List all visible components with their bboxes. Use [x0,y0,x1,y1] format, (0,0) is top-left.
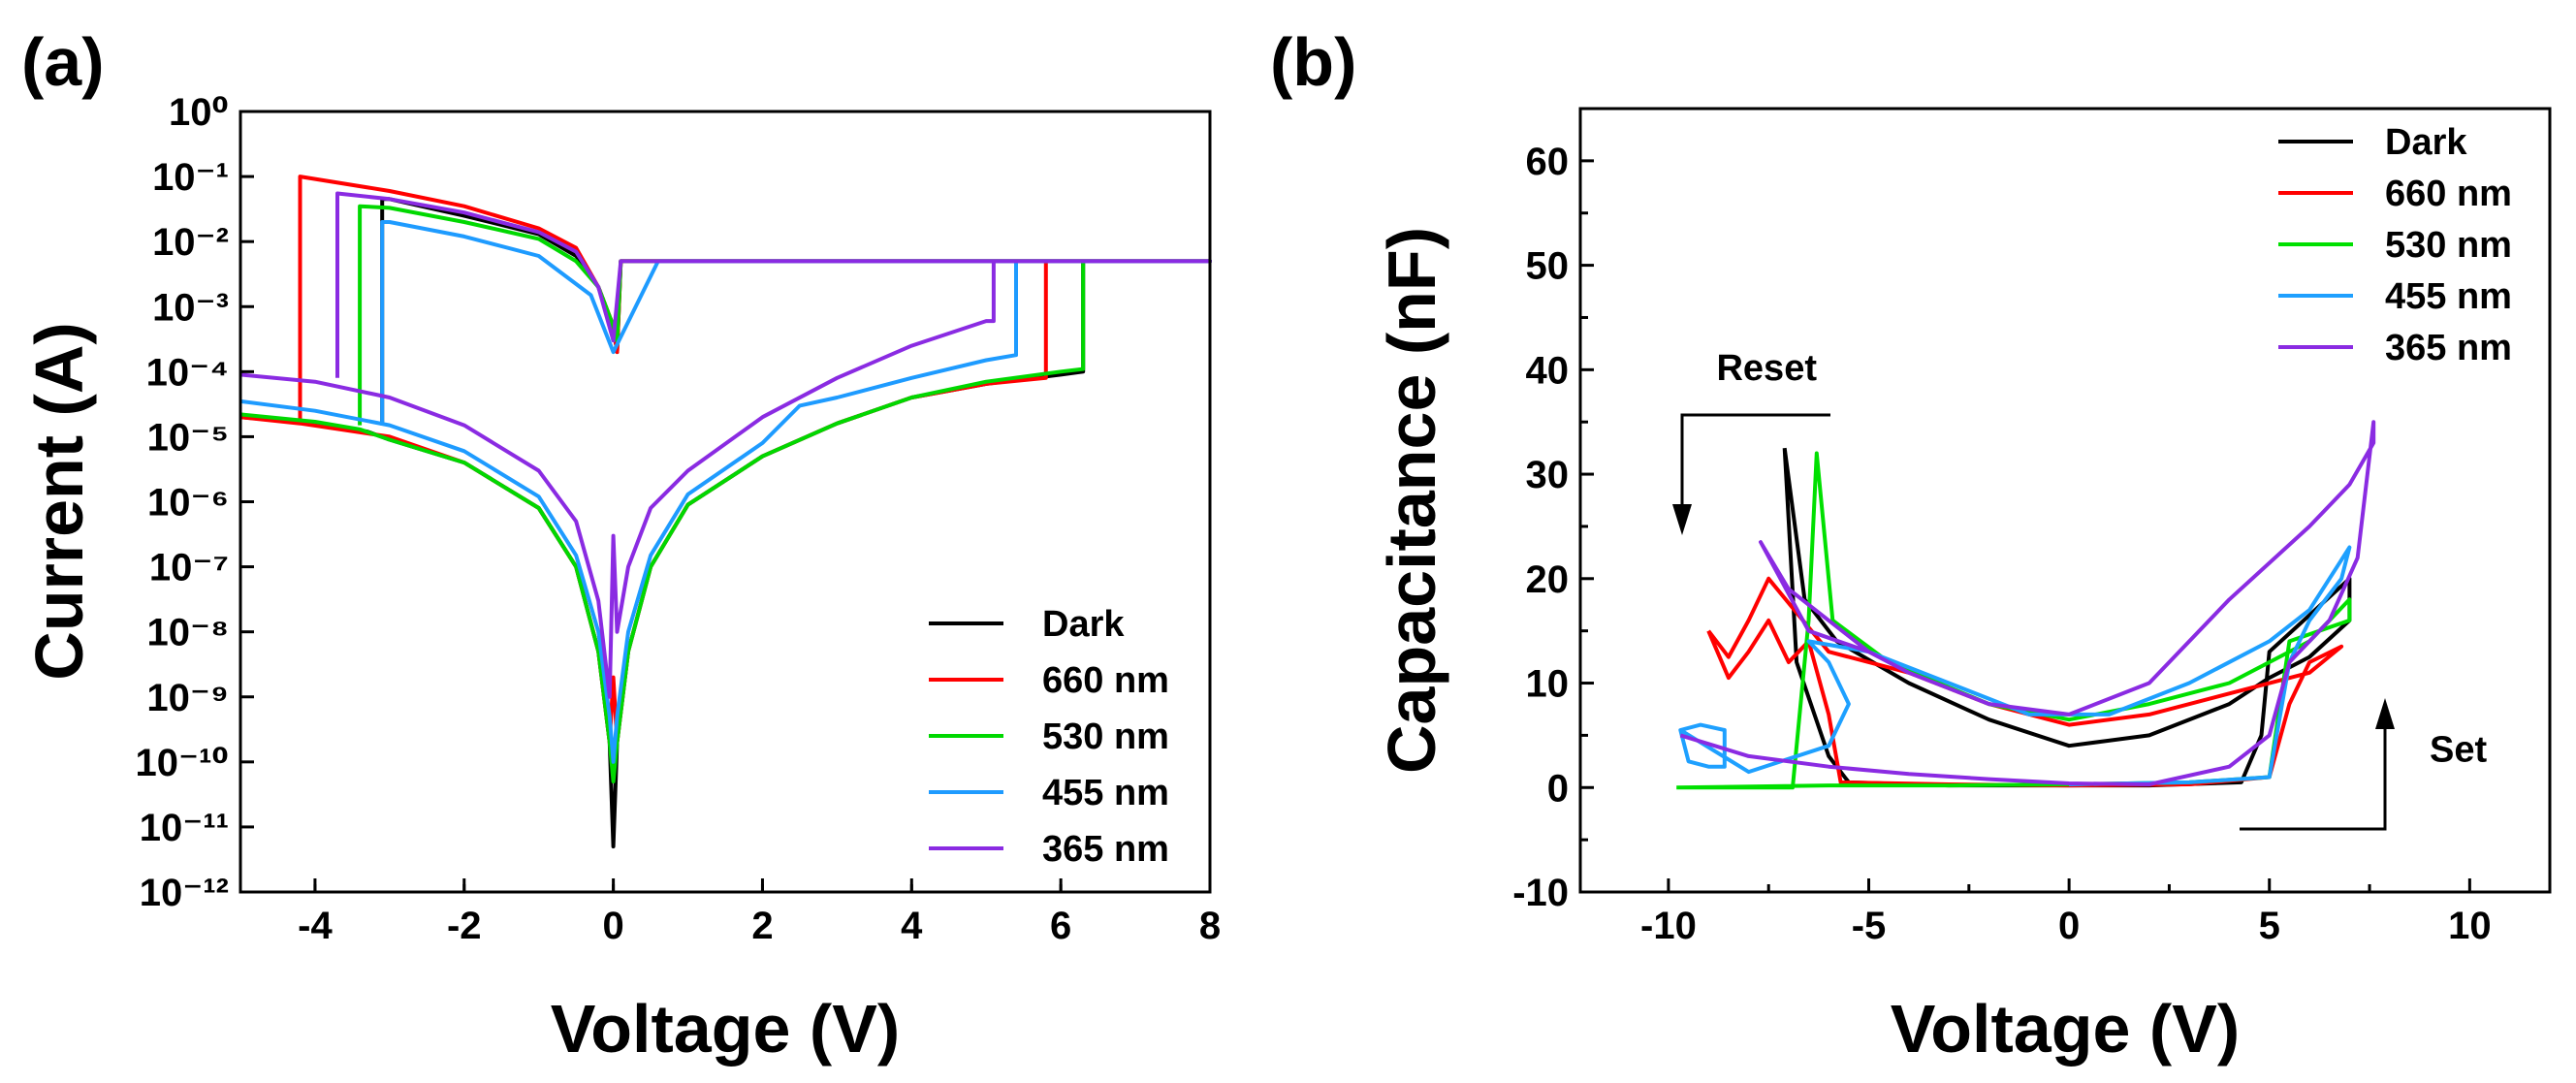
series-line-b-365-nm [1679,420,2376,786]
x-tick-label-a: 6 [1050,905,1071,947]
y-tick-label-b: -10 [1512,872,1569,914]
panel-b-y-axis-title: Capacitance (nF) [1374,227,1449,774]
legend-label-a-660-nm: 660 nm [1042,660,1169,701]
panel-a-current-vs-voltage: (a) -4 -2 0 2 4 6 8 10⁻¹² 10⁻¹¹ 10⁻¹⁰ 10⁻⁹ 10⁻⁸ 10⁻⁷… [21,24,1221,1067]
legend-label-a-dark: Dark [1042,604,1125,645]
y-tick-label-b: 0 [1547,767,1569,810]
y-tick-label-b: 10 [1526,663,1570,706]
legend-label-b-dark: Dark [2385,122,2467,163]
series-line-a-455-nm [239,220,1212,764]
legend-label-b-530-nm: 530 nm [2385,225,2512,266]
y-tick-label-a: 10⁰ [169,91,229,134]
panel-b-legend: Dark 660 nm 530 nm 455 nm 365 nm [2278,122,2512,368]
x-tick-label-b: 10 [2448,905,2492,947]
panel-a-plot-frame [239,110,1212,894]
x-tick-label-b: 5 [2259,905,2280,947]
panel-b-capacitance-vs-voltage: (b) Reset Set -10 -5 0 5 10 -10 0 10 20 30 40 50 60 D… [1270,24,2552,1067]
annotation-reset: Reset [1716,348,1817,389]
panel-b-arrows: Reset Set [1672,348,2488,831]
panel-a-curves [239,175,1212,849]
x-tick-label-b: 0 [2058,905,2080,947]
legend-label-a-530-nm: 530 nm [1042,717,1169,757]
y-tick-label-a: 10⁻⁵ [147,416,229,459]
y-tick-label-a: 10⁻⁷ [149,547,229,589]
y-tick-label-a: 10⁻¹⁰ [136,742,229,784]
x-tick-label-a: 0 [602,905,623,947]
panel-a-ticks: -4 -2 0 2 4 6 8 10⁻¹² 10⁻¹¹ 10⁻¹⁰ 10⁻⁹ 10⁻⁸ 10⁻⁷ 10⁻⁶… [136,91,1222,947]
y-tick-label-b: 30 [1526,454,1570,496]
x-tick-label-a: 8 [1199,905,1221,947]
reset-arrow-line [1680,413,1830,519]
legend-label-b-455-nm: 455 nm [2385,276,2512,317]
legend-label-a-365-nm: 365 nm [1042,829,1169,870]
legend-label-a-455-nm: 455 nm [1042,773,1169,813]
y-tick-label-a: 10⁻² [152,221,229,264]
panel-a-y-axis-title: Current (A) [21,322,97,680]
panel-a-label: (a) [21,24,105,100]
series-line-a-530-nm [239,204,1212,783]
y-tick-label-a: 10⁻⁴ [146,351,229,394]
legend-label-b-365-nm: 365 nm [2385,328,2512,368]
series-line-b-530-nm [1676,451,2352,790]
series-line-b-455-nm [1678,545,2352,786]
series-line-b-dark [1782,447,2352,788]
x-tick-label-a: 2 [751,905,773,947]
y-tick-label-a: 10⁻¹ [152,156,229,199]
panel-b-ticks: -10 -5 0 5 10 -10 0 10 20 30 40 50 60 [1512,141,2491,947]
series-line-b-660-nm [1706,576,2344,788]
y-tick-label-b: 20 [1526,558,1570,601]
series-line-a-365-nm [239,191,1212,699]
set-arrow-line [2240,717,2387,831]
annotation-set: Set [2430,729,2487,770]
y-tick-label-b: 60 [1526,141,1570,183]
set-arrow-head [2375,698,2395,729]
reset-arrow-head [1672,504,1692,535]
y-tick-label-b: 50 [1526,245,1570,288]
panel-b-x-axis-title: Voltage (V) [1891,991,2240,1067]
y-tick-label-a: 10⁻³ [152,286,229,329]
panel-b-label: (b) [1270,24,1356,100]
x-tick-label-a: -2 [447,905,482,947]
y-tick-label-a: 10⁻⁹ [146,677,229,719]
legend-label-b-660-nm: 660 nm [2385,174,2512,214]
y-tick-label-a: 10⁻⁶ [147,482,229,525]
panel-a-legend: Dark 660 nm 530 nm 455 nm 365 nm [929,604,1169,870]
panel-b-plot-frame [1578,107,2552,894]
y-tick-label-b: 40 [1526,349,1570,392]
x-tick-label-b: -10 [1640,905,1697,947]
panel-a-x-axis-title: Voltage (V) [551,991,900,1067]
panel-b-curves [1676,420,2376,790]
x-tick-label-b: -5 [1852,905,1887,947]
y-tick-label-a: 10⁻¹² [140,872,229,914]
y-tick-label-a: 10⁻⁸ [146,612,229,654]
x-tick-label-a: 4 [901,905,923,947]
y-tick-label-a: 10⁻¹¹ [140,807,229,849]
x-tick-label-a: -4 [298,905,333,947]
